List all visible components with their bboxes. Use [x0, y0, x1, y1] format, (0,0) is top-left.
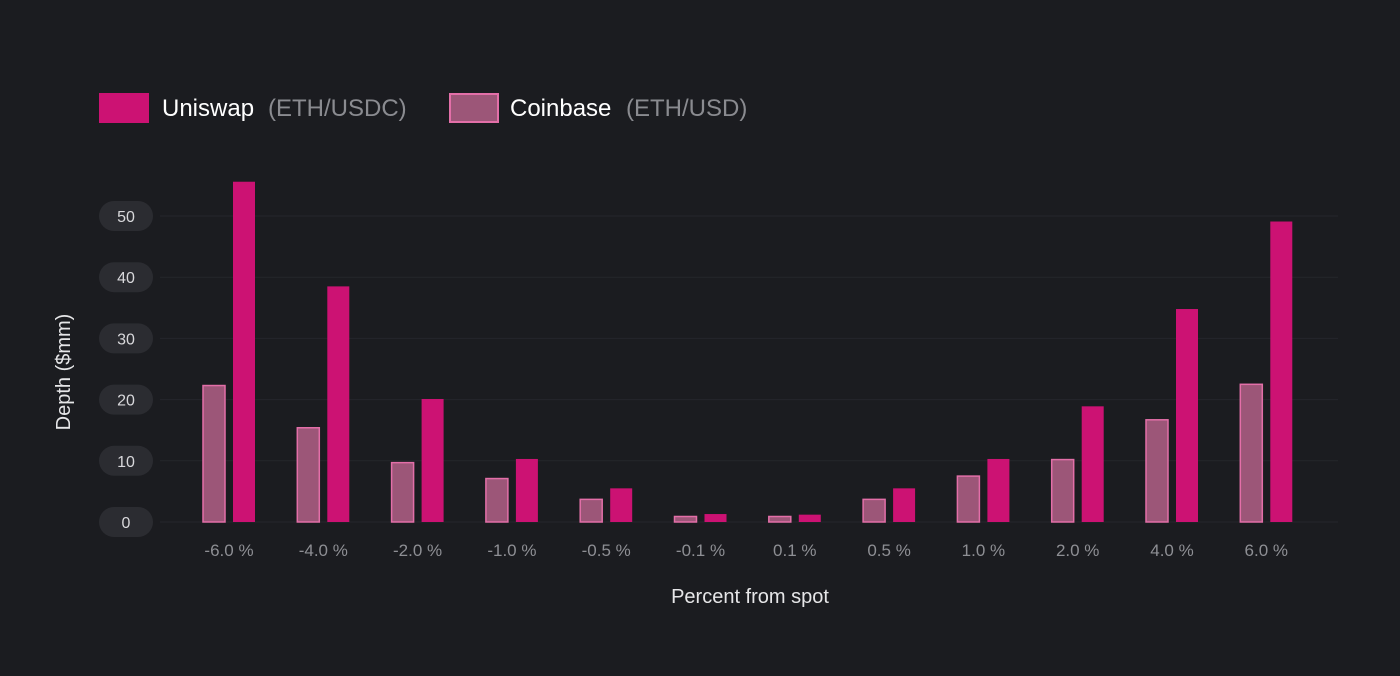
bar-group	[1239, 221, 1293, 523]
legend-label-uniswap: Uniswap	[162, 95, 254, 122]
x-axis-ticks: -6.0 % -4.0 % -2.0 % -1.0 % -0.5 % -0.1 % 0.1 …	[204, 541, 1288, 560]
x-tick-label: -4.0 %	[299, 541, 348, 560]
y-tick-pill	[99, 323, 153, 354]
bar-uniswap[interactable]	[798, 514, 821, 522]
x-tick-label: -0.5 %	[582, 541, 631, 560]
x-tick-label: 2.0 %	[1056, 541, 1099, 560]
bar-group	[485, 458, 538, 523]
bar-group	[862, 488, 916, 523]
y-tick-pill	[99, 201, 153, 231]
y-tick: 40	[99, 262, 153, 293]
bar-coinbase[interactable]	[579, 498, 603, 523]
bar-uniswap[interactable]	[610, 488, 633, 522]
bar-coinbase[interactable]	[768, 515, 792, 523]
x-tick-label: 4.0 %	[1150, 541, 1193, 560]
y-tick-label: 20	[117, 393, 135, 410]
legend-item-uniswap[interactable]: Uniswap (ETH/USDC)	[99, 93, 407, 123]
bar-uniswap[interactable]	[327, 286, 350, 522]
y-tick-label: 40	[117, 270, 135, 287]
legend-pair-coinbase: (ETH/USD)	[626, 95, 747, 122]
x-tick-label: -0.1 %	[676, 541, 725, 560]
y-axis-ticks: 0 10 20 30 40 50	[99, 201, 153, 537]
bar-group	[1050, 406, 1104, 523]
legend-label-coinbase: Coinbase	[510, 95, 611, 122]
bar-group	[673, 514, 727, 523]
y-tick: 0	[99, 507, 153, 537]
y-tick: 30	[99, 323, 153, 354]
bar-coinbase[interactable]	[1239, 383, 1264, 523]
bar-coinbase[interactable]	[296, 427, 321, 523]
bar-coinbase[interactable]	[1050, 458, 1075, 523]
gridlines	[160, 215, 1338, 523]
legend: Uniswap (ETH/USDC) Coinbase (ETH/USD)	[99, 93, 747, 123]
bar-uniswap[interactable]	[893, 488, 916, 522]
y-tick: 10	[99, 445, 153, 476]
bars	[202, 181, 1293, 523]
legend-pair-uniswap: (ETH/USDC)	[268, 95, 407, 122]
bar-coinbase[interactable]	[862, 498, 886, 523]
bar-uniswap[interactable]	[1270, 221, 1293, 522]
x-tick-label: 1.0 %	[962, 541, 1005, 560]
bar-coinbase[interactable]	[202, 384, 226, 523]
bar-group	[956, 458, 1010, 523]
x-axis-title: Percent from spot	[671, 586, 829, 608]
x-tick-label: 0.5 %	[867, 541, 910, 560]
y-tick-pill	[99, 507, 153, 537]
bar-coinbase[interactable]	[485, 477, 509, 523]
bar-uniswap[interactable]	[233, 181, 255, 522]
y-tick: 20	[99, 384, 153, 415]
bar-uniswap[interactable]	[421, 398, 444, 522]
bar-uniswap[interactable]	[1176, 309, 1198, 522]
x-tick-label: -6.0 %	[204, 541, 253, 560]
y-tick-pill	[99, 384, 153, 415]
bar-uniswap[interactable]	[987, 458, 1010, 522]
y-tick-label: 0	[122, 515, 131, 532]
legend-swatch-coinbase	[449, 93, 499, 123]
bar-group	[1145, 309, 1198, 523]
bar-uniswap[interactable]	[1081, 406, 1104, 522]
bar-coinbase[interactable]	[673, 515, 698, 523]
bar-group	[202, 181, 255, 523]
bar-group	[296, 286, 350, 523]
y-tick-label: 50	[117, 209, 135, 226]
bar-coinbase[interactable]	[956, 475, 981, 523]
bar-group	[768, 514, 821, 523]
x-tick-label: -2.0 %	[393, 541, 442, 560]
y-tick-pill	[99, 262, 153, 293]
x-tick-label: 0.1 %	[773, 541, 816, 560]
y-axis-title: Depth ($mm)	[53, 314, 75, 431]
y-tick-pill	[99, 445, 153, 476]
bar-uniswap[interactable]	[704, 514, 727, 522]
bar-group	[579, 488, 633, 523]
y-tick-label: 10	[117, 454, 135, 471]
bar-coinbase[interactable]	[1145, 419, 1169, 523]
bar-coinbase[interactable]	[390, 461, 415, 523]
bar-uniswap[interactable]	[515, 458, 538, 522]
y-tick-label: 30	[117, 331, 135, 348]
bar-group	[390, 398, 444, 523]
x-tick-label: 6.0 %	[1245, 541, 1288, 560]
x-tick-label: -1.0 %	[487, 541, 536, 560]
y-tick: 50	[99, 201, 153, 231]
legend-item-coinbase[interactable]: Coinbase (ETH/USD)	[449, 93, 747, 123]
legend-swatch-uniswap	[99, 93, 149, 123]
